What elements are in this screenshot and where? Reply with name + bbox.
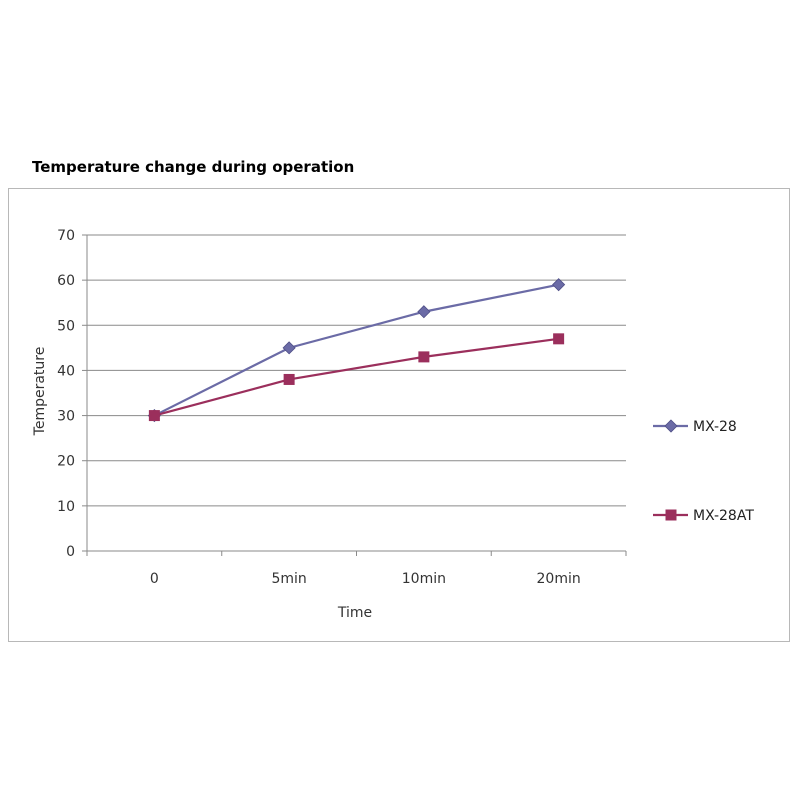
data-point-mx-28at: [283, 373, 295, 385]
y-tick-label: 30: [57, 409, 75, 425]
data-point-mx-28: [282, 341, 296, 355]
legend: MX-28 MX-28AT: [653, 419, 754, 524]
y-tick-label: 60: [57, 273, 75, 289]
data-point-mx-28at: [418, 351, 430, 363]
legend-marker: [664, 419, 678, 433]
data-point-mx-28: [552, 278, 566, 292]
x-tick-label: 0: [150, 571, 159, 587]
legend-label: MX-28: [693, 419, 737, 435]
axes: 0 10 20 30 40 50 60 70 0 5min 10min 20min: [57, 228, 627, 587]
legend-marker: [665, 509, 677, 521]
y-tick-label: 20: [57, 454, 75, 470]
data-point-mx-28at: [553, 333, 565, 345]
y-tick-label: 70: [57, 228, 75, 244]
x-tick-label: 10min: [402, 571, 446, 587]
x-axis-title: Time: [337, 605, 372, 621]
series-line-mx-28: [153, 283, 559, 417]
series-line-mx-28at: [154, 337, 559, 417]
chart-frame: [8, 188, 790, 642]
chart-title: Temperature change during operation: [32, 158, 355, 176]
x-tick-label: 5min: [271, 571, 306, 587]
data-point-mx-28: [417, 305, 431, 319]
y-tick-label: 0: [66, 544, 75, 560]
y-tick-label: 40: [57, 363, 75, 379]
y-tick-label: 10: [57, 499, 75, 515]
legend-label: MX-28AT: [693, 508, 754, 524]
y-axis-title: Temperature: [32, 347, 48, 437]
series-layer: [147, 278, 566, 423]
data-point-mx-28at: [148, 410, 160, 422]
gridlines: [87, 234, 626, 507]
x-tick-label: 20min: [537, 571, 581, 587]
y-tick-label: 50: [57, 318, 75, 334]
